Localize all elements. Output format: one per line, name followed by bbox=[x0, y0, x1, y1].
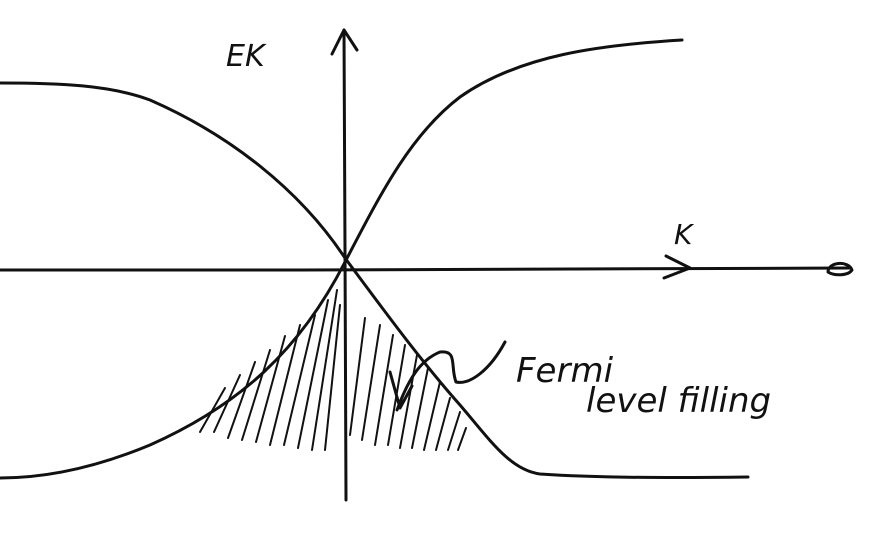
y-axis-label: EK bbox=[226, 39, 267, 74]
band-curve-descending bbox=[0, 81, 750, 480]
fermi-sea-hatching bbox=[199, 289, 467, 451]
band-curve-ascending bbox=[0, 38, 684, 480]
x-axis-line bbox=[0, 266, 852, 272]
annotation-line-2: level filling bbox=[586, 381, 771, 421]
x-axis-label: K bbox=[674, 218, 695, 251]
annotation-arrow bbox=[388, 340, 507, 412]
y-axis-line bbox=[342, 28, 348, 502]
y-axis-arrowhead bbox=[330, 28, 359, 56]
annotation-line-1: Fermi bbox=[516, 351, 614, 391]
x-axis-arrow-mark bbox=[662, 254, 692, 280]
x-axis-end-mark bbox=[826, 262, 854, 277]
